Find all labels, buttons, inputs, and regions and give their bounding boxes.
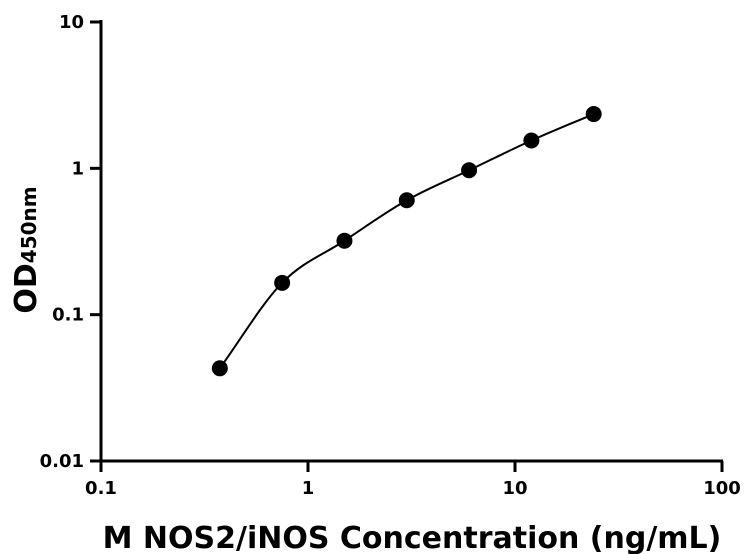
axes <box>99 20 723 463</box>
y-tick-label: 1 <box>71 158 84 179</box>
y-axis-title-main: OD <box>9 263 44 313</box>
data-point <box>461 162 478 179</box>
x-axis-title: M NOS2/iNOS Concentration (ng/mL) <box>103 521 722 554</box>
data-point <box>398 192 415 209</box>
data-point <box>523 132 540 149</box>
y-ticks: 0.01 0.1 1 10 <box>40 12 101 472</box>
data-point <box>211 360 228 377</box>
y-axis-title-subscript: 450nm <box>17 186 41 263</box>
y-tick-label: 0.01 <box>40 451 84 472</box>
y-axis-title: OD450nm <box>9 186 44 313</box>
x-tick-label: 0.1 <box>85 478 117 499</box>
y-tick-label: 10 <box>59 12 84 33</box>
x-tick-label: 10 <box>502 478 527 499</box>
x-tick-label: 100 <box>703 478 741 499</box>
fit-curve <box>219 113 595 369</box>
y-tick-label: 0.1 <box>52 305 84 326</box>
data-points <box>211 106 602 377</box>
x-tick-label: 1 <box>302 478 315 499</box>
data-point <box>336 232 353 249</box>
data-point <box>274 274 291 291</box>
x-ticks: 0.1 1 10 100 <box>85 461 741 499</box>
y-axis-title-group: OD450nm <box>9 186 44 313</box>
data-point <box>585 106 602 123</box>
